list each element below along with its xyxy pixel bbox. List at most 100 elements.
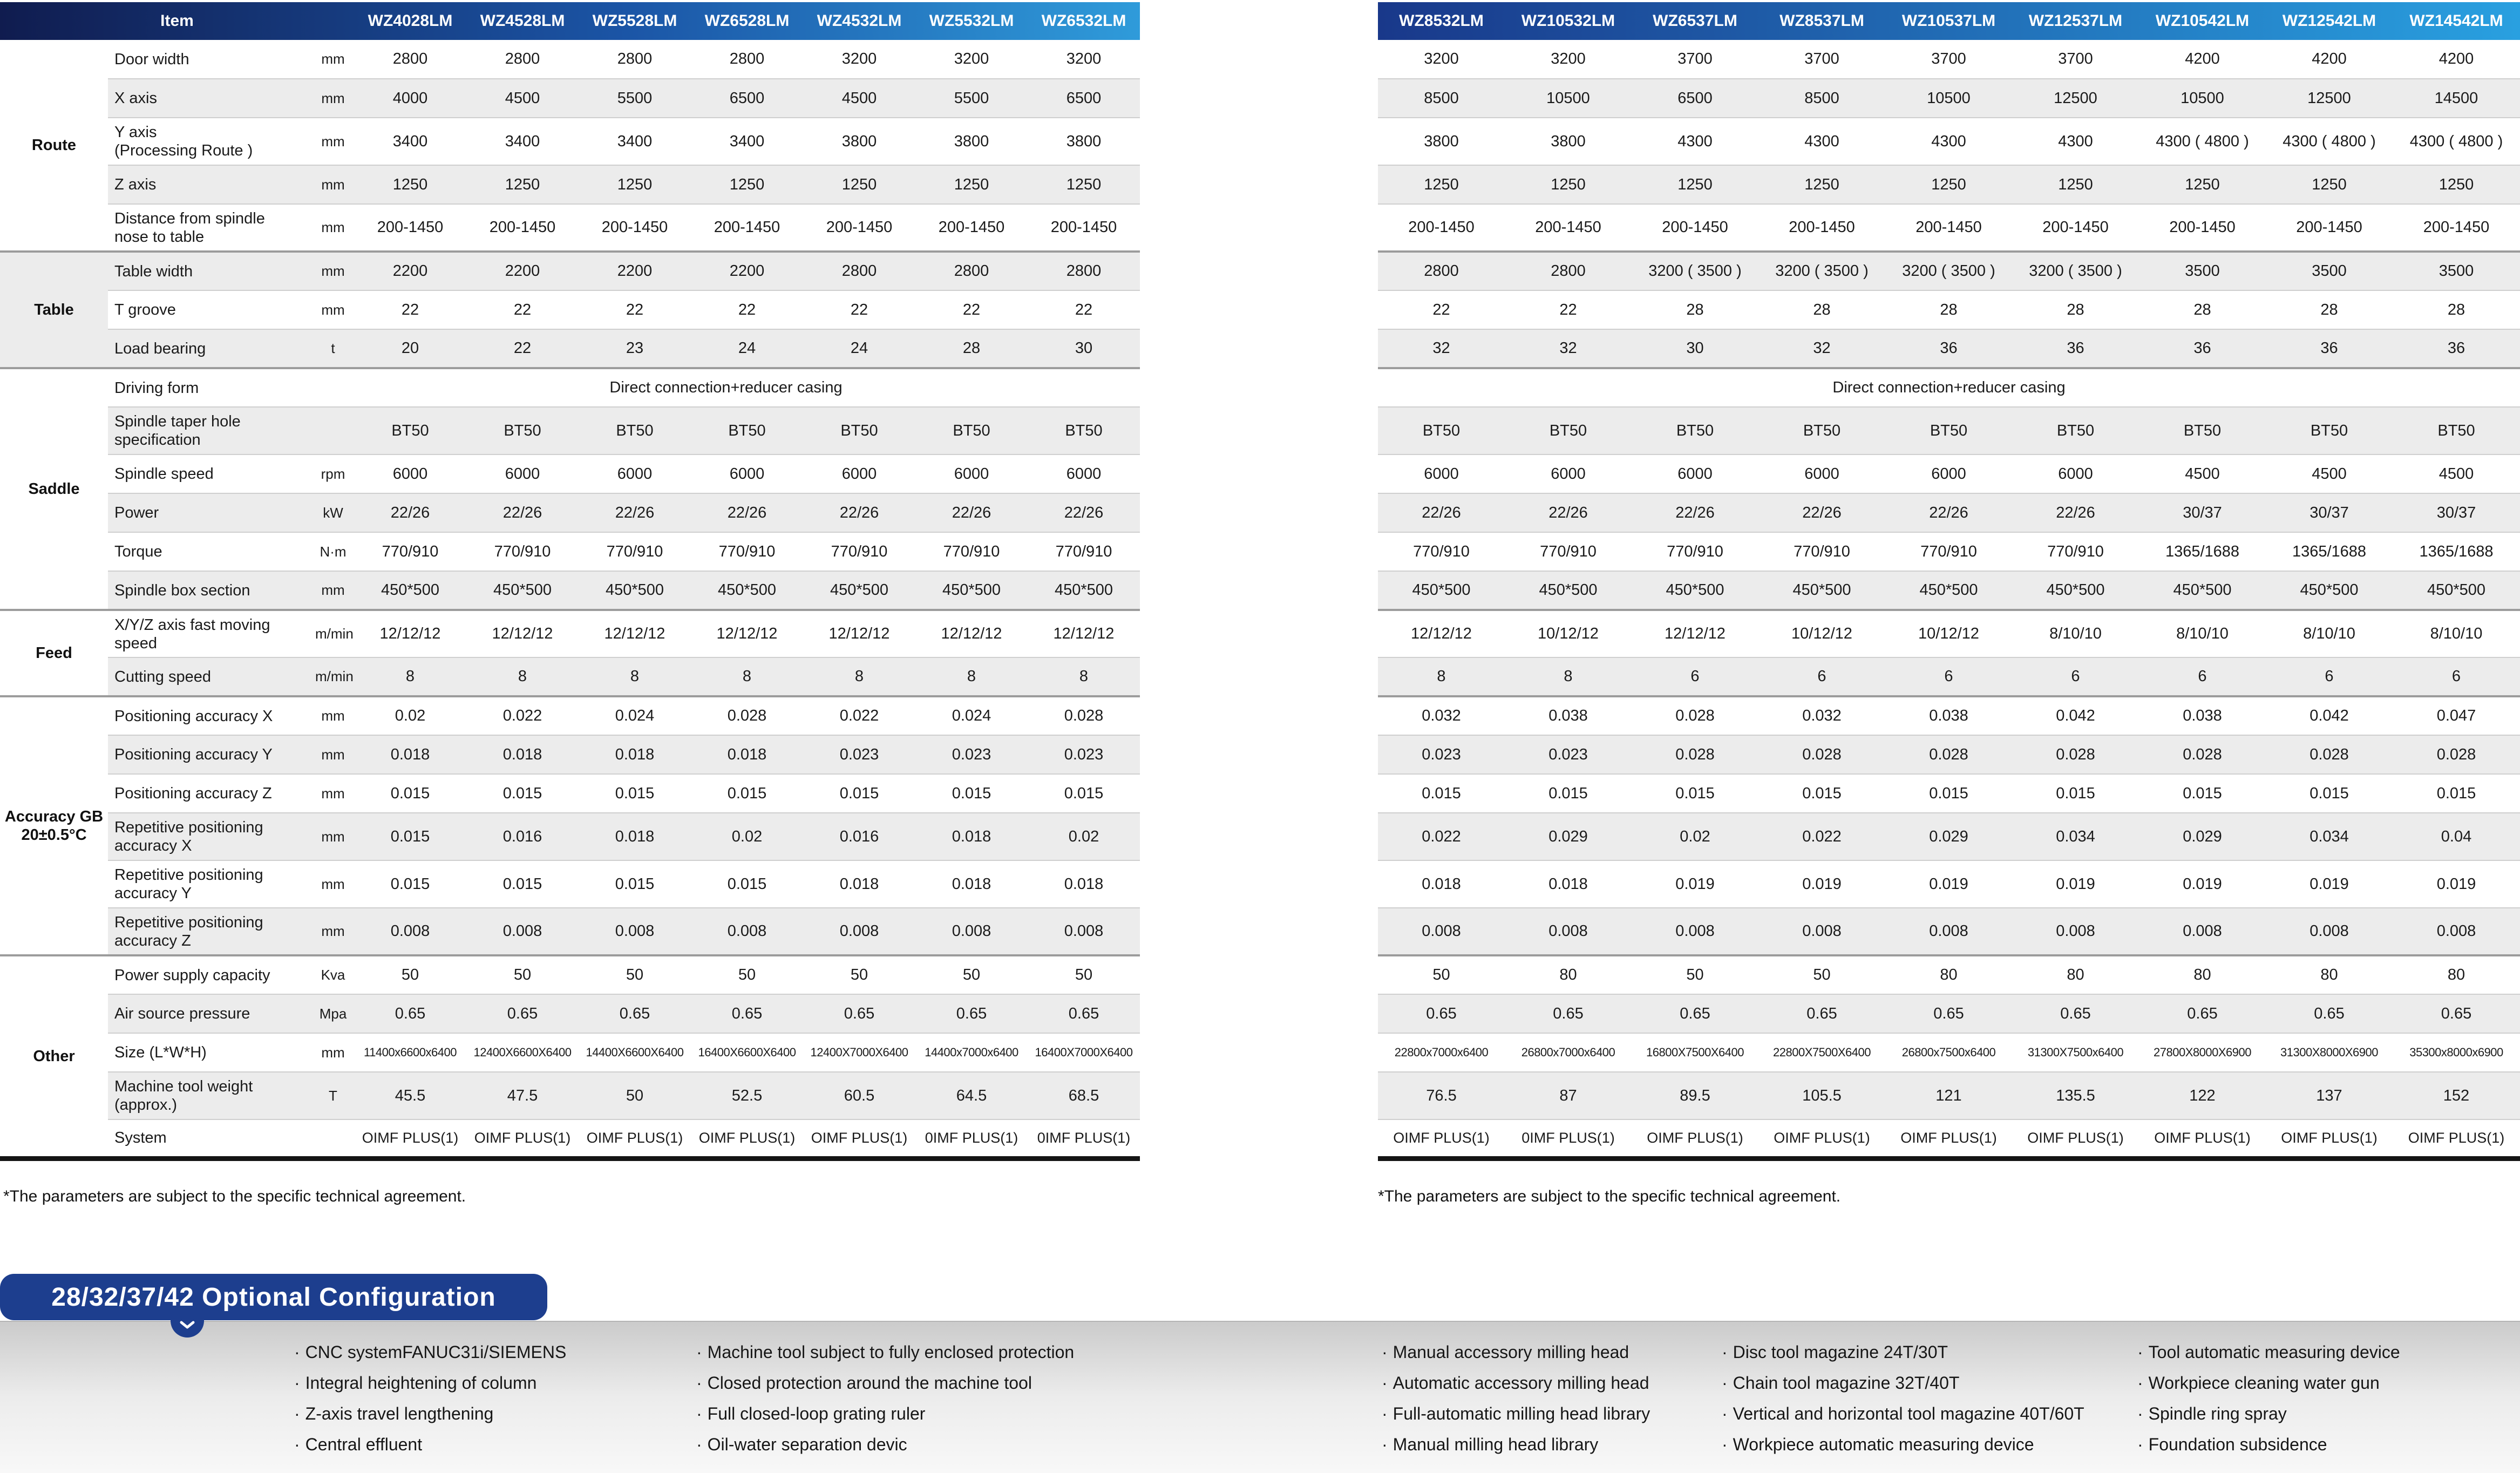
spec-value: 1250: [1758, 165, 1885, 204]
spec-value: 50: [354, 954, 466, 994]
spec-value: 16400X6600X6400: [691, 1033, 803, 1072]
optional-item-label: Vertical and horizontal tool magazine 40…: [1733, 1404, 2084, 1423]
spec-value: 0.015: [2012, 773, 2139, 813]
spec-row: Other Power supply capacity Kva 50 50 50 50 50 5…: [0, 954, 1140, 1158]
optional-item: · Workpiece automatic measuring device: [1722, 1434, 2084, 1455]
spec-value: 3500: [2266, 250, 2393, 290]
optional-item-label: Manual accessory milling head: [1393, 1342, 1629, 1362]
bullet-icon: ·: [696, 1342, 702, 1362]
spec-value: 87: [1505, 1071, 1632, 1119]
optional-item-label: Workpiece automatic measuring device: [1733, 1435, 2034, 1454]
spec-value: 3400: [354, 117, 466, 165]
spec-value: 0.65: [691, 994, 803, 1033]
spec-value: 0.02: [1632, 812, 1758, 860]
spec-value: 200-1450: [915, 203, 1028, 252]
spec-value: 0.018: [579, 812, 691, 860]
spec-value: 0.65: [579, 994, 691, 1033]
optional-item-label: Integral heightening of column: [305, 1373, 537, 1393]
unit-label: mm: [312, 812, 354, 860]
spec-value: 8: [1028, 657, 1140, 696]
spec-value: 200-1450: [1028, 203, 1140, 252]
spec-value: 3800: [915, 117, 1028, 165]
spec-value: 0.016: [803, 812, 915, 860]
spec-value: 22: [1028, 290, 1140, 329]
spec-value: 30/37: [2266, 493, 2393, 532]
spec-value: 2200: [691, 250, 803, 290]
spec-value: 770/910: [466, 532, 579, 571]
spec-value: 2200: [466, 250, 579, 290]
unit-label: m/min: [312, 657, 354, 696]
spec-value: 0.018: [803, 860, 915, 908]
spec-value: 3700: [1677, 50, 1713, 67]
spec-value: 770/910: [1758, 532, 1885, 571]
spec-value: BT50: [2139, 406, 2266, 454]
spec-row: 22800x7000x6400 26800x7000x6400 16800X7500…: [1378, 1033, 2520, 1072]
spec-row: 0.008 0.008 0.008 0.008 0.008 0.008 0.008 0.008…: [1378, 907, 2520, 955]
spec-value: 4300: [2012, 117, 2139, 165]
optional-item: · Closed protection around the machine to…: [696, 1373, 1074, 1393]
spec-value: 6000: [1885, 454, 2012, 493]
spec-value: 28: [2139, 290, 2266, 329]
spec-value: 0.029: [1885, 812, 2012, 860]
spec-value: 22/26: [1632, 493, 1758, 532]
spec-value: OIMF PLUS(1): [691, 1119, 803, 1158]
unit-label: mm: [321, 51, 345, 67]
item-label: Repetitive positioning accuracy X: [108, 812, 312, 860]
spec-value: 0.019: [2012, 860, 2139, 908]
unit-label: mm: [312, 203, 354, 252]
spec-value: 6000: [354, 454, 466, 493]
spec-value: 6000: [2012, 454, 2139, 493]
bullet-icon: ·: [696, 1435, 702, 1454]
spec-value: 0.65: [1028, 994, 1140, 1033]
spec-value: 1250: [2393, 165, 2520, 204]
spec-row: 8500 10500 6500 8500 10500 12500 10500 12500 145…: [1378, 78, 2520, 118]
spec-value: 31300X8000X6900: [2266, 1033, 2393, 1072]
spec-value: 2200: [354, 250, 466, 290]
spec-value: 30: [1632, 329, 1758, 368]
spec-value: 50: [1028, 954, 1140, 994]
spec-row: 22/26 22/26 22/26 22/26 22/26 22/26 30/37 30/37…: [1378, 493, 2520, 532]
optional-config-band: [0, 1321, 2520, 1473]
spec-row: 6000 6000 6000 6000 6000 6000 4500 4500 4500: [1378, 454, 2520, 493]
spec-value: 0IMF PLUS(1): [1028, 1119, 1140, 1158]
spec-row: Direct connection+reducer casing: [1378, 367, 2520, 407]
spec-value: 3800: [803, 117, 915, 165]
item-label: Spindle box section: [108, 571, 312, 610]
spec-value: 50: [1758, 954, 1885, 994]
spec-value: 12/12/12: [1632, 609, 1758, 657]
bullet-icon: ·: [1722, 1404, 1728, 1423]
spec-value: 0.015: [1758, 773, 1885, 813]
bullet-icon: ·: [1382, 1404, 1388, 1423]
spec-value: 1250: [354, 165, 466, 204]
unit-label: mm: [312, 735, 354, 774]
spec-value: 6500: [691, 78, 803, 118]
model-header: WZ5528LM: [592, 12, 677, 30]
spec-value: BT50: [915, 406, 1028, 454]
item-label: Repetitive positioning accuracy Z: [108, 907, 312, 955]
spec-value: 22/26: [354, 493, 466, 532]
spec-value: 30/37: [2393, 493, 2520, 532]
spec-value: 0.008: [691, 907, 803, 955]
bullet-icon: ·: [294, 1342, 300, 1362]
spec-value: 12400X6600X6400: [466, 1033, 579, 1072]
spec-value: 3200 ( 3500 ): [1632, 250, 1758, 290]
group-label: Accuracy GB 20±0.5°C: [0, 695, 108, 955]
spec-value: 22: [1505, 290, 1632, 329]
item-label: Size (L*W*H): [108, 1033, 312, 1072]
spec-value: 8/10/10: [2266, 609, 2393, 657]
optional-item: · Automatic accessory milling head: [1382, 1373, 1650, 1393]
spec-value: 0.018: [1378, 860, 1505, 908]
item-label: Door width: [114, 50, 189, 68]
spec-value: 4500: [2139, 454, 2266, 493]
spec-value: 1250: [803, 165, 915, 204]
spec-value: OIMF PLUS(1): [1885, 1119, 2012, 1158]
optional-item-label: Chain tool magazine 32T/40T: [1733, 1373, 1960, 1393]
spec-value: 12500: [2266, 78, 2393, 118]
spec-value: 6: [2139, 657, 2266, 696]
optional-item: · Full-automatic milling head library: [1382, 1403, 1650, 1424]
optional-item: · Oil-water separation devic: [696, 1434, 1074, 1455]
spec-value: 2800: [803, 250, 915, 290]
spec-value: 2800: [1505, 250, 1632, 290]
spec-row: 1250 1250 1250 1250 1250 1250 1250 1250 1250: [1378, 165, 2520, 204]
spec-value: 1365/1688: [2266, 532, 2393, 571]
